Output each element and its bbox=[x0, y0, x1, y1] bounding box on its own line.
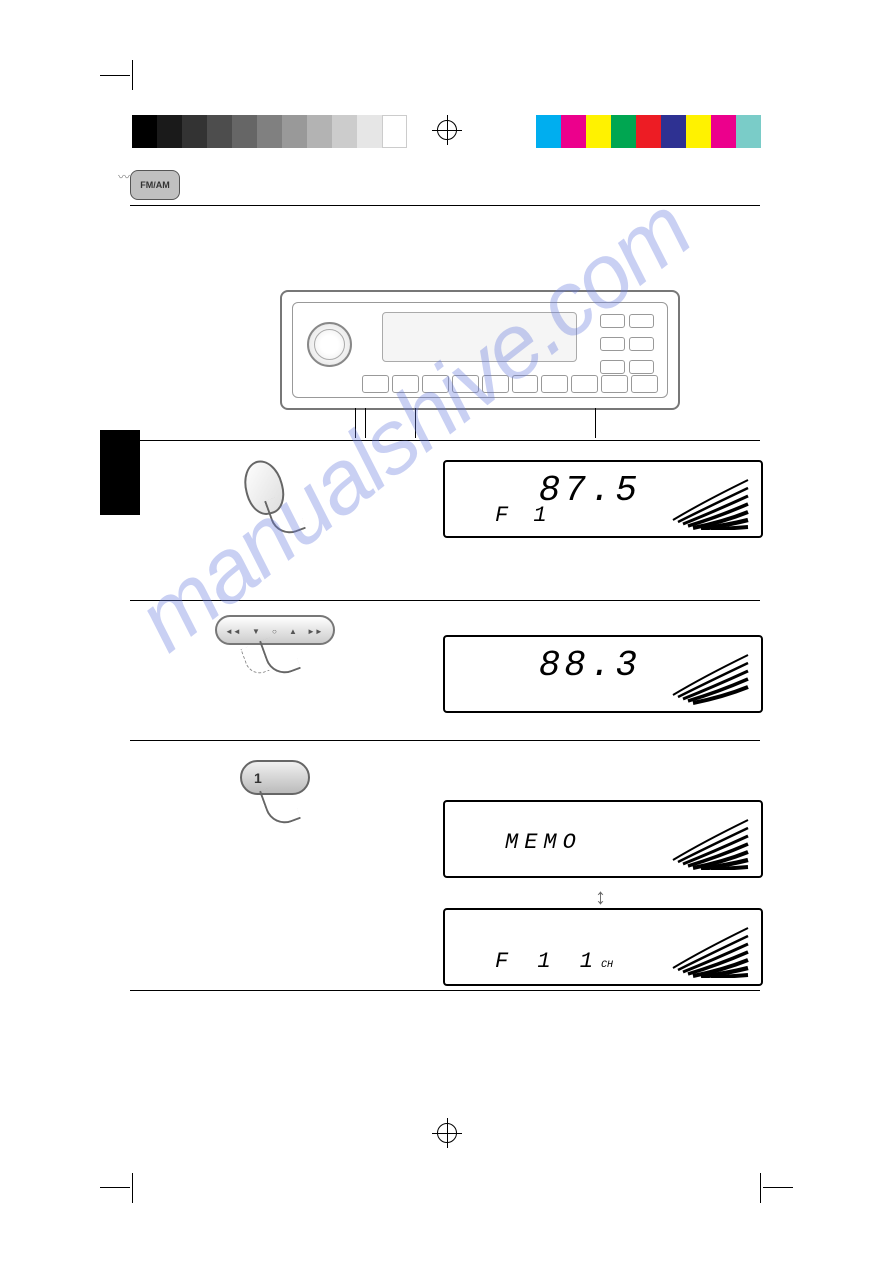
seek-fwd-icon: ►► bbox=[307, 627, 323, 636]
swatch bbox=[611, 115, 636, 148]
crop-mark bbox=[132, 60, 133, 90]
lcd-graphic-icon bbox=[653, 647, 753, 705]
swatch bbox=[661, 115, 686, 148]
swatch bbox=[736, 115, 761, 148]
lcd-frequency: 87.5 bbox=[539, 470, 641, 511]
color-calibration-bar bbox=[536, 115, 761, 148]
divider bbox=[130, 990, 760, 991]
radio-wave-icon: 〰 bbox=[118, 168, 130, 185]
up-icon: ▲ bbox=[289, 627, 297, 636]
car-radio-illustration bbox=[280, 290, 680, 410]
swatch bbox=[332, 115, 357, 148]
page-section-tab bbox=[100, 430, 140, 515]
swatch bbox=[561, 115, 586, 148]
lcd-display-step2: 88.3 bbox=[443, 635, 763, 713]
finger-press-icon bbox=[264, 491, 306, 539]
swatch bbox=[711, 115, 736, 148]
swatch bbox=[257, 115, 282, 148]
lcd-memo-text: MEMO bbox=[505, 830, 582, 855]
lcd-display-step3-memo: MEMO bbox=[443, 800, 763, 878]
crop-mark bbox=[763, 1187, 793, 1188]
crop-mark bbox=[132, 1173, 133, 1203]
crop-mark bbox=[100, 1187, 130, 1188]
swatch bbox=[686, 115, 711, 148]
crop-mark bbox=[760, 1173, 761, 1203]
down-icon: ▼ bbox=[252, 627, 260, 636]
divider bbox=[130, 205, 760, 206]
swatch bbox=[307, 115, 332, 148]
crop-marks-top bbox=[0, 60, 893, 100]
leader-line bbox=[365, 408, 366, 438]
swatch bbox=[382, 115, 407, 148]
seek-back-icon: ◄◄ bbox=[225, 627, 241, 636]
swatch bbox=[636, 115, 661, 148]
crop-marks-bottom bbox=[0, 1163, 893, 1203]
radio-side-buttons bbox=[598, 312, 658, 362]
step1-button-illustration bbox=[245, 460, 295, 520]
registration-target-icon bbox=[432, 115, 462, 145]
swatch bbox=[282, 115, 307, 148]
radio-preset-row bbox=[362, 375, 658, 393]
swatch bbox=[182, 115, 207, 148]
swatch bbox=[536, 115, 561, 148]
lcd-frequency: 88.3 bbox=[539, 645, 641, 686]
lcd-display-step1: 87.5 F 1 bbox=[443, 460, 763, 538]
volume-knob-icon bbox=[307, 322, 352, 367]
swatch bbox=[586, 115, 611, 148]
badge-label: FM/AM bbox=[140, 180, 170, 190]
leader-line bbox=[595, 408, 596, 438]
ch-suffix: CH bbox=[601, 960, 613, 971]
swatch bbox=[357, 115, 382, 148]
ch-prefix: F 1 1 bbox=[495, 949, 601, 974]
swatch bbox=[207, 115, 232, 148]
swatch bbox=[157, 115, 182, 148]
lcd-graphic-icon bbox=[653, 920, 753, 978]
toggle-arrow-icon: ↕ bbox=[595, 884, 606, 910]
fm-am-badge: FM/AM bbox=[130, 170, 180, 200]
swatch bbox=[232, 115, 257, 148]
lcd-band: F 1 bbox=[495, 503, 553, 528]
preset-number: 1 bbox=[254, 770, 262, 786]
grayscale-calibration-bar bbox=[132, 115, 407, 148]
step3-button-illustration: 1 bbox=[240, 760, 315, 810]
leader-line bbox=[415, 408, 416, 438]
step2-button-illustration: ◄◄ ▼ ○ ▲ ►► bbox=[215, 615, 335, 670]
leader-line bbox=[355, 408, 356, 438]
divider bbox=[130, 600, 760, 601]
lcd-graphic-icon bbox=[653, 472, 753, 530]
lcd-display-step3-channel: F 1 1CH bbox=[443, 908, 763, 986]
swatch bbox=[132, 115, 157, 148]
divider bbox=[130, 740, 760, 741]
registration-target-icon bbox=[432, 1118, 462, 1148]
crop-mark bbox=[100, 75, 130, 76]
lcd-graphic-icon bbox=[653, 812, 753, 870]
divider bbox=[130, 440, 760, 441]
lcd-channel-text: F 1 1CH bbox=[495, 949, 613, 974]
radio-lcd-icon bbox=[382, 312, 577, 362]
